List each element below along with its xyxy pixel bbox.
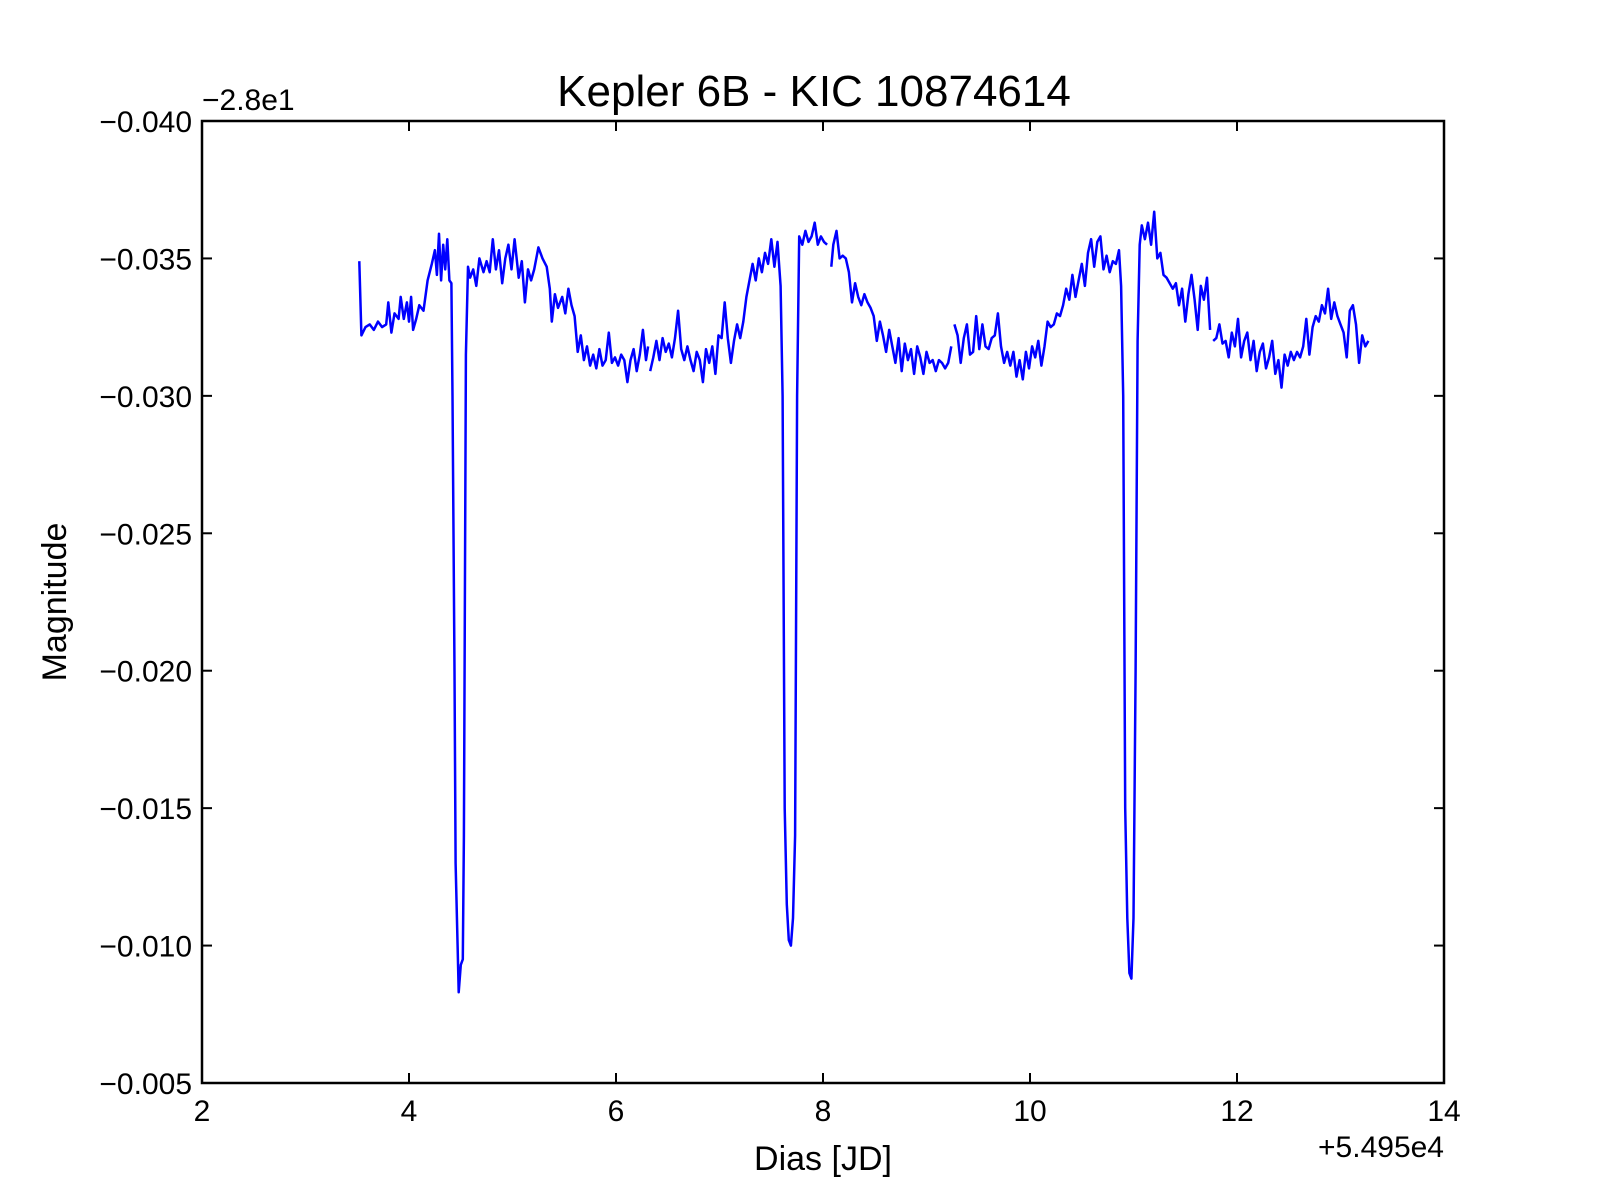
- y-axis-label: Magnitude: [36, 523, 74, 682]
- x-tick-label: 10: [1013, 1095, 1046, 1128]
- chart-title: Kepler 6B - KIC 10874614: [557, 67, 1071, 116]
- x-tick-label: 2: [194, 1095, 211, 1128]
- y-offset-label: −2.8e1: [202, 84, 295, 117]
- series-line-segment: [358, 232, 650, 994]
- series-layer: [358, 210, 1370, 994]
- x-tick-label: 4: [401, 1095, 418, 1128]
- series-line-segment: [648, 221, 828, 947]
- x-tick-label: 12: [1220, 1095, 1253, 1128]
- y-tick-label: −0.040: [99, 106, 192, 139]
- y-tick-label: −0.010: [99, 931, 192, 964]
- y-tick-label: −0.020: [99, 656, 192, 689]
- x-tick-label: 8: [815, 1095, 832, 1128]
- series-line-segment: [830, 229, 953, 376]
- y-tick-label: −0.025: [99, 518, 192, 551]
- y-tick-label: −0.030: [99, 381, 192, 414]
- y-tick-label: −0.035: [99, 243, 192, 276]
- series-line-segment: [953, 210, 1212, 980]
- y-tick-label: −0.015: [99, 793, 192, 826]
- x-axis-label: Dias [JD]: [754, 1140, 892, 1178]
- x-axis: 2 4 6 8 10 12 14: [194, 121, 1461, 1128]
- y-tick-label: −0.005: [99, 1068, 192, 1101]
- x-tick-label: 14: [1427, 1095, 1460, 1128]
- series-line-segment: [1212, 287, 1370, 389]
- x-offset-label: +5.495e4: [1318, 1131, 1444, 1164]
- x-tick-label: 6: [608, 1095, 625, 1128]
- y-axis: −0.040 −0.035 −0.030 −0.025 −0.020 −0.015 −0.0…: [99, 106, 1444, 1101]
